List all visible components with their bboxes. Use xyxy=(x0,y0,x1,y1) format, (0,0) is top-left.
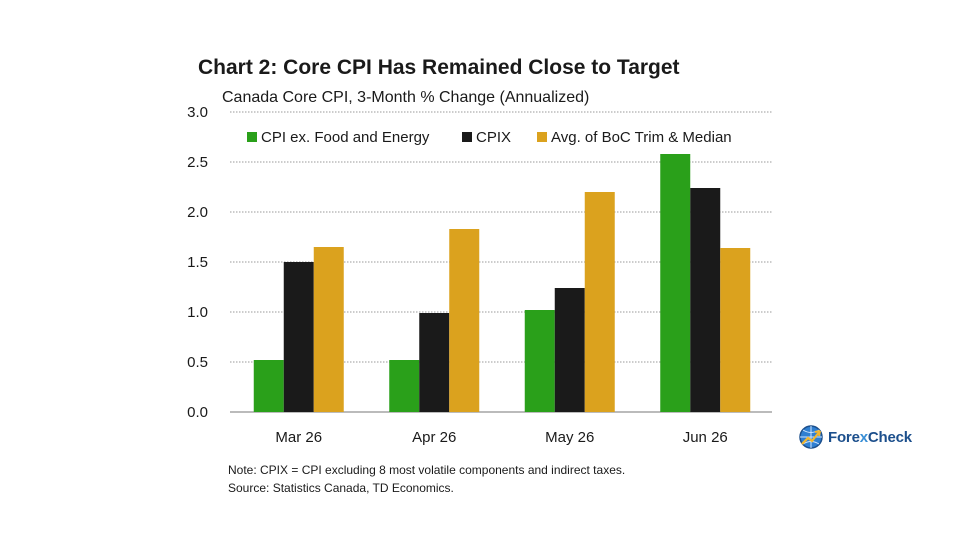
note-text: Note: CPIX = CPI excluding 8 most volati… xyxy=(228,463,626,477)
bar xyxy=(690,188,721,412)
bar xyxy=(584,192,615,412)
globe-chart-icon xyxy=(799,425,823,449)
forexcheck-logo: ForexCheck xyxy=(798,424,912,450)
source-text: Source: Statistics Canada, TD Economics. xyxy=(228,481,454,495)
legend-label: CPI ex. Food and Energy xyxy=(261,129,430,146)
y-tick-label: 1.0 xyxy=(187,304,208,321)
legend-swatch xyxy=(247,132,257,142)
bar xyxy=(554,288,585,412)
x-tick-label: Jun 26 xyxy=(683,429,728,446)
x-tick-label: Apr 26 xyxy=(412,429,456,446)
y-tick-label: 0.5 xyxy=(187,354,208,371)
y-tick-label: 1.5 xyxy=(187,254,208,271)
y-tick-label: 0.0 xyxy=(187,404,208,421)
legend-swatch xyxy=(537,132,547,142)
bar xyxy=(283,262,314,412)
y-tick-label: 2.5 xyxy=(187,154,208,171)
bar xyxy=(524,310,555,412)
y-tick-label: 2.0 xyxy=(187,204,208,221)
bar xyxy=(419,313,450,412)
bar xyxy=(253,360,284,412)
y-tick-label: 3.0 xyxy=(187,104,208,121)
bar xyxy=(313,247,344,412)
x-tick-label: May 26 xyxy=(545,429,594,446)
legend-label: CPIX xyxy=(476,129,511,146)
bar xyxy=(389,360,420,412)
logo-wordmark: ForexCheck xyxy=(828,428,912,446)
legend-label: Avg. of BoC Trim & Median xyxy=(551,129,732,146)
chart-title: Chart 2: Core CPI Has Remained Close to … xyxy=(198,56,680,79)
legend-swatch xyxy=(462,132,472,142)
bar xyxy=(660,154,691,412)
bar xyxy=(720,248,751,412)
bar xyxy=(449,229,480,412)
x-tick-label: Mar 26 xyxy=(275,429,322,446)
chart-notes: Note: CPIX = CPI excluding 8 most volati… xyxy=(228,461,625,497)
chart-subtitle: Canada Core CPI, 3-Month % Change (Annua… xyxy=(222,89,590,106)
